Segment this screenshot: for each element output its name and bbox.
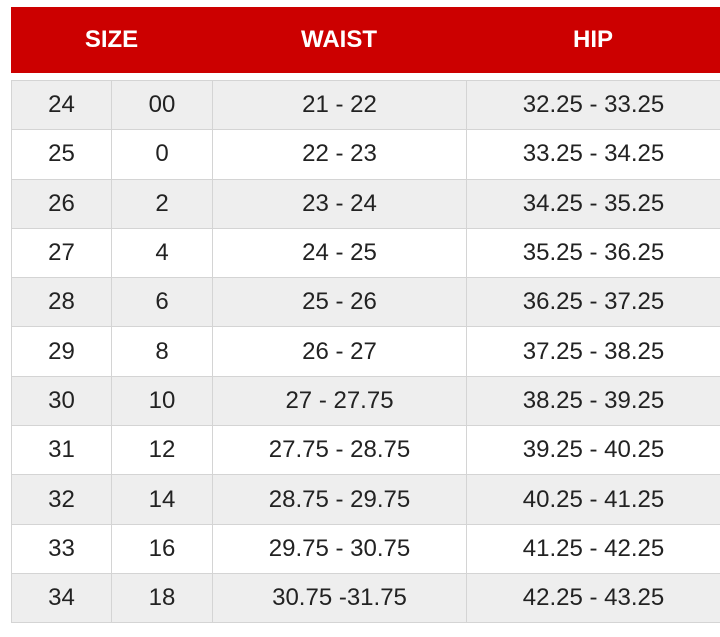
table-row: 34 18 30.75 -31.75 42.25 - 43.25 bbox=[11, 572, 720, 624]
size-numeric-cell: 26 bbox=[11, 178, 112, 229]
hip-cell: 38.25 - 39.25 bbox=[466, 375, 720, 427]
table-row: 25 0 22 - 23 33.25 - 34.25 bbox=[11, 129, 720, 180]
size-numeric-cell: 25 bbox=[11, 129, 112, 180]
table-row: 31 12 27.75 - 28.75 39.25 - 40.25 bbox=[11, 425, 720, 476]
table-row: 30 10 27 - 27.75 38.25 - 39.25 bbox=[11, 375, 720, 427]
hip-cell: 35.25 - 36.25 bbox=[466, 227, 720, 279]
table-row: 29 8 26 - 27 37.25 - 38.25 bbox=[11, 326, 720, 377]
size-us-cell: 16 bbox=[111, 523, 213, 574]
waist-cell: 22 - 23 bbox=[212, 129, 467, 180]
hip-cell: 40.25 - 41.25 bbox=[466, 474, 720, 525]
header-hip: HIP bbox=[572, 26, 613, 53]
waist-cell: 27.75 - 28.75 bbox=[212, 425, 467, 476]
size-us-cell: 18 bbox=[111, 572, 213, 624]
size-chart-table: 24 00 21 - 22 32.25 - 33.25 25 0 22 - 23 33.25 … bbox=[11, 79, 720, 624]
size-us-cell: 12 bbox=[111, 425, 213, 476]
header-size: SIZE bbox=[84, 26, 139, 53]
size-us-cell: 2 bbox=[111, 178, 213, 229]
size-numeric-cell: 24 bbox=[11, 79, 112, 131]
table-header: SIZE WAIST HIP bbox=[11, 7, 720, 73]
size-numeric-cell: 32 bbox=[11, 474, 112, 525]
waist-cell: 28.75 - 29.75 bbox=[212, 474, 467, 525]
waist-cell: 25 - 26 bbox=[212, 277, 467, 328]
size-us-cell: 14 bbox=[111, 474, 213, 525]
size-numeric-cell: 34 bbox=[11, 572, 112, 624]
table-row: 27 4 24 - 25 35.25 - 36.25 bbox=[11, 227, 720, 279]
table-row: 33 16 29.75 - 30.75 41.25 - 42.25 bbox=[11, 523, 720, 574]
hip-cell: 33.25 - 34.25 bbox=[466, 129, 720, 180]
waist-cell: 23 - 24 bbox=[212, 178, 467, 229]
hip-cell: 41.25 - 42.25 bbox=[466, 523, 720, 574]
size-us-cell: 6 bbox=[111, 277, 213, 328]
table-row: 26 2 23 - 24 34.25 - 35.25 bbox=[11, 178, 720, 229]
size-numeric-cell: 30 bbox=[11, 375, 112, 427]
size-us-cell: 0 bbox=[111, 129, 213, 180]
hip-cell: 36.25 - 37.25 bbox=[466, 277, 720, 328]
size-numeric-cell: 31 bbox=[11, 425, 112, 476]
waist-cell: 27 - 27.75 bbox=[212, 375, 467, 427]
waist-cell: 30.75 -31.75 bbox=[212, 572, 467, 624]
size-numeric-cell: 27 bbox=[11, 227, 112, 279]
header-waist: WAIST bbox=[301, 26, 377, 53]
waist-cell: 21 - 22 bbox=[212, 79, 467, 131]
hip-cell: 34.25 - 35.25 bbox=[466, 178, 720, 229]
size-us-cell: 10 bbox=[111, 375, 213, 427]
size-numeric-cell: 28 bbox=[11, 277, 112, 328]
table-row: 28 6 25 - 26 36.25 - 37.25 bbox=[11, 277, 720, 328]
waist-cell: 29.75 - 30.75 bbox=[212, 523, 467, 574]
size-us-cell: 8 bbox=[111, 326, 213, 377]
size-numeric-cell: 29 bbox=[11, 326, 112, 377]
waist-cell: 24 - 25 bbox=[212, 227, 467, 279]
size-numeric-cell: 33 bbox=[11, 523, 112, 574]
size-us-cell: 4 bbox=[111, 227, 213, 279]
hip-cell: 39.25 - 40.25 bbox=[466, 425, 720, 476]
table-row: 32 14 28.75 - 29.75 40.25 - 41.25 bbox=[11, 474, 720, 525]
waist-cell: 26 - 27 bbox=[212, 326, 467, 377]
hip-cell: 32.25 - 33.25 bbox=[466, 79, 720, 131]
size-us-cell: 00 bbox=[111, 79, 213, 131]
hip-cell: 42.25 - 43.25 bbox=[466, 572, 720, 624]
hip-cell: 37.25 - 38.25 bbox=[466, 326, 720, 377]
table-row: 24 00 21 - 22 32.25 - 33.25 bbox=[11, 79, 720, 131]
